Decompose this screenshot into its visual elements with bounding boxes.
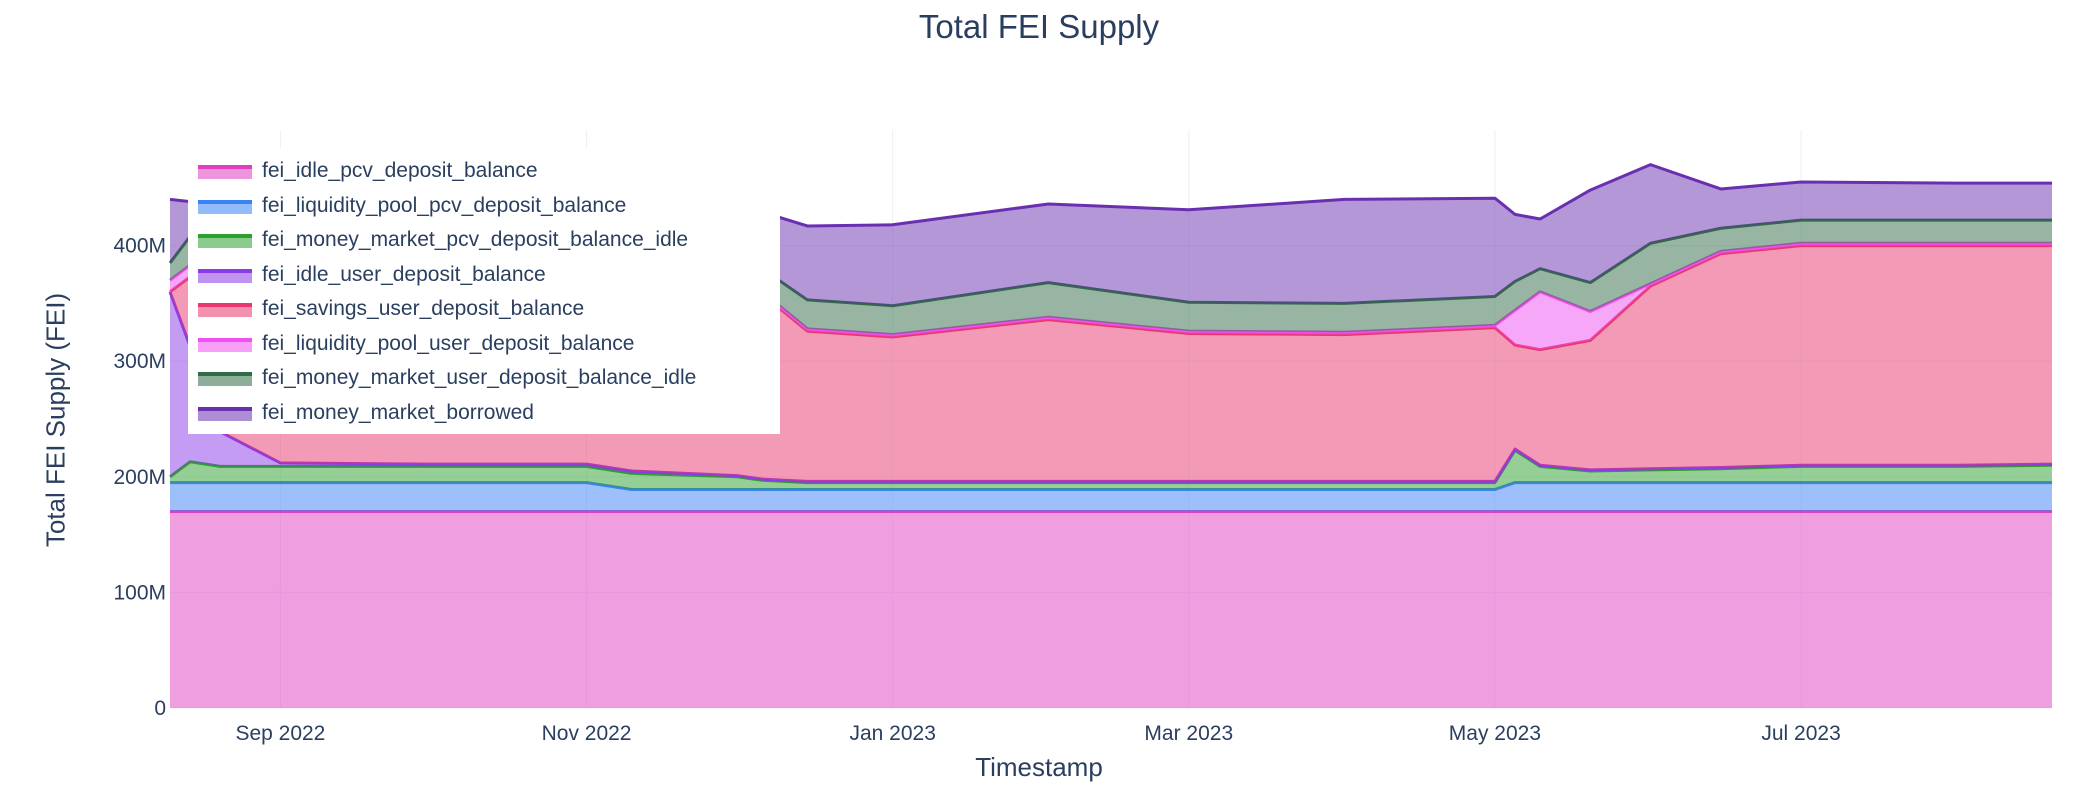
x-tick-label: Mar 2023 [1144,722,1233,745]
area-fei_idle_pcv_deposit_balance [170,511,2052,708]
legend-label: fei_idle_user_deposit_balance [262,262,546,286]
legend-label: fei_money_market_pcv_deposit_balance_idl… [262,228,689,251]
x-tick-label: Jan 2023 [849,722,935,745]
legend-item[interactable]: fei_idle_user_deposit_balance [198,258,546,292]
y-tick-label: 300M [113,350,166,373]
y-tick-label: 400M [113,235,166,258]
legend-swatch [198,232,252,248]
legend-item[interactable]: fei_liquidity_pool_pcv_deposit_balance [198,189,626,223]
legend: fei_idle_pcv_deposit_balance fei_liquidit… [188,148,780,434]
legend-swatch [198,198,252,214]
legend-swatch [198,336,252,352]
x-axis-title: Timestamp [975,752,1103,782]
legend-item[interactable]: fei_money_market_user_deposit_balance_id… [198,361,696,395]
x-tick-label: Sep 2022 [235,722,325,745]
y-tick-label: 200M [113,466,166,489]
area-fei_liquidity_pool_user_deposit_balance [170,235,2052,350]
y-tick-label: 100M [113,581,166,604]
legend-label: fei_money_market_user_deposit_balance_id… [262,366,697,389]
x-tick-label: Jul 2023 [1761,722,1840,745]
legend-swatch [198,163,252,179]
y-axis-title: Total FEI Supply (FEI) [40,292,71,548]
legend-swatch [198,301,252,317]
area-fei_money_market_pcv_deposit_balance_idle [170,450,2052,490]
legend-swatch [198,405,252,421]
x-tick-label: May 2023 [1449,722,1541,745]
legend-label: fei_liquidity_pool_user_deposit_balance [262,331,635,355]
legend-label: fei_idle_pcv_deposit_balance [262,159,538,182]
legend-swatch [198,267,252,283]
legend-item[interactable]: fei_money_market_pcv_deposit_balance_idl… [198,223,688,257]
legend-item[interactable]: fei_money_market_borrowed [198,396,534,430]
legend-item[interactable]: fei_idle_pcv_deposit_balance [198,154,538,188]
legend-item[interactable]: fei_savings_user_deposit_balance [198,292,584,326]
chart-title: Total FEI Supply [918,8,1160,45]
y-tick-label: 0 [154,697,166,720]
legend-swatch [198,370,252,386]
legend-label: fei_liquidity_pool_pcv_deposit_balance [262,193,627,217]
legend-item[interactable]: fei_liquidity_pool_user_deposit_balance [198,327,634,361]
legend-label: fei_savings_user_deposit_balance [262,297,585,320]
legend-label: fei_money_market_borrowed [262,400,534,424]
x-tick-label: Nov 2022 [542,722,632,745]
